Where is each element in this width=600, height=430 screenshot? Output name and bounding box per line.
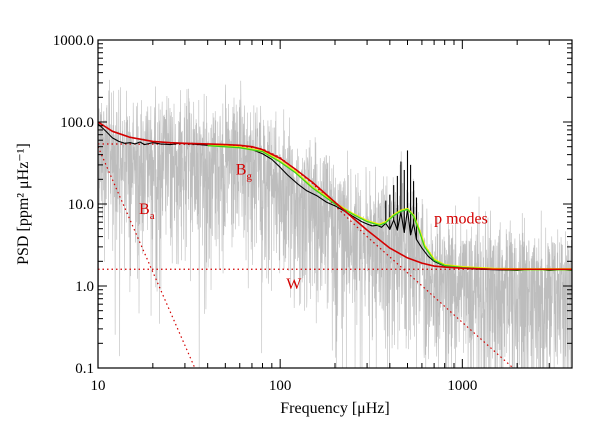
annotations-layer: Bg Ba Wp modes: [139, 161, 488, 293]
y-tick-label: 0.1: [75, 361, 94, 377]
y-tick-label: 10.0: [68, 197, 94, 213]
x-axis-title: Frequency [μHz]: [280, 400, 389, 417]
y-tick-label: 1000.0: [53, 33, 94, 49]
annotation-pmodes: p modes: [434, 210, 488, 227]
raw-psd-trace: [98, 79, 572, 368]
background-model-line: [98, 121, 572, 271]
x-tick-label: 100: [269, 378, 292, 394]
x-tick-label: 10: [91, 378, 106, 394]
y-tick-label: 100.0: [60, 115, 94, 131]
fit-series-layer: [98, 121, 572, 368]
y-axis-title: PSD [ppm² μHz⁻¹]: [15, 143, 32, 265]
axis-ticks: 10 100 1000 0.1 1.0 10.0 100.0 1000.0: [53, 33, 573, 394]
annotation-ba: Ba: [139, 201, 155, 222]
annotation-bg: Bg: [236, 161, 253, 182]
y-tick-label: 1.0: [75, 279, 94, 295]
x-tick-label: 1000: [447, 378, 477, 394]
annotation-w: W: [286, 276, 302, 293]
raw-psd-series: [98, 79, 572, 368]
smoothed-psd-line: [98, 123, 572, 271]
